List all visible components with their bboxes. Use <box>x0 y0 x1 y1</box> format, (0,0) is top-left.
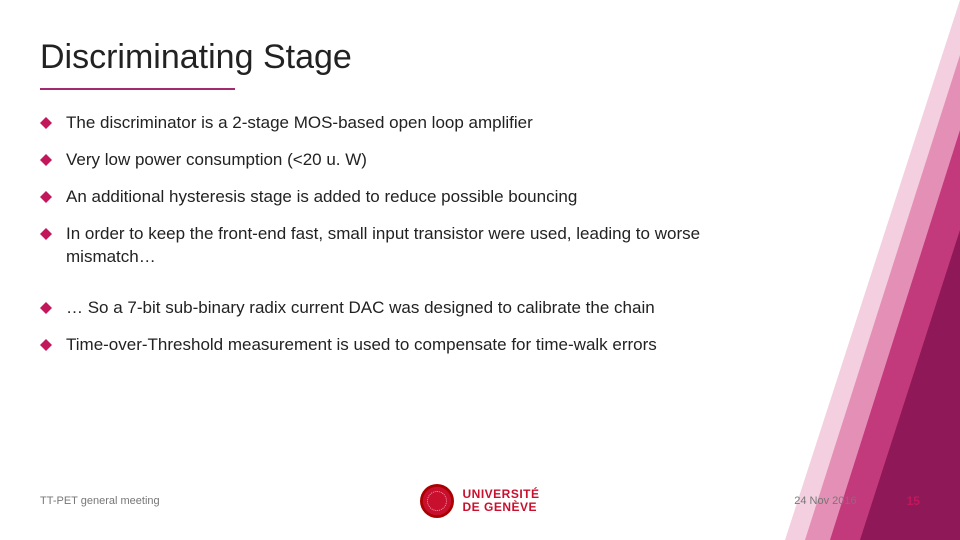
diamond-bullet-icon <box>40 154 52 166</box>
bullet-text: Very low power consumption (<20 u. W) <box>66 149 367 172</box>
title-underline <box>40 88 235 90</box>
bullet-item: … So a 7-bit sub-binary radix current DA… <box>40 297 740 320</box>
footer: TT-PET general meeting UNIVERSITÉ DE GEN… <box>40 484 920 518</box>
footer-date: 24 Nov 2016 <box>794 495 856 507</box>
university-name: UNIVERSITÉ DE GENÈVE <box>462 488 539 515</box>
footer-right: 24 Nov 2016 15 <box>627 494 920 508</box>
university-name-line2: DE GENÈVE <box>462 500 539 514</box>
bullet-item: Time-over-Threshold measurement is used … <box>40 334 740 357</box>
slide-number: 15 <box>907 494 920 508</box>
diamond-bullet-icon <box>40 191 52 203</box>
university-name-line1: UNIVERSITÉ <box>462 488 539 501</box>
footer-center-logo: UNIVERSITÉ DE GENÈVE <box>333 484 626 518</box>
diamond-bullet-icon <box>40 117 52 129</box>
bullet-text: The discriminator is a 2-stage MOS-based… <box>66 112 533 135</box>
bullet-text: … So a 7-bit sub-binary radix current DA… <box>66 297 655 320</box>
bullet-text: Time-over-Threshold measurement is used … <box>66 334 657 357</box>
bullet-list: The discriminator is a 2-stage MOS-based… <box>40 112 740 371</box>
bullet-item: In order to keep the front-end fast, sma… <box>40 223 740 269</box>
bullet-text: An additional hysteresis stage is added … <box>66 186 577 209</box>
slide: Discriminating Stage The discriminator i… <box>0 0 960 540</box>
bullet-item: An additional hysteresis stage is added … <box>40 186 740 209</box>
university-seal-icon <box>420 484 454 518</box>
diamond-bullet-icon <box>40 302 52 314</box>
bullet-text: In order to keep the front-end fast, sma… <box>66 223 740 269</box>
diamond-bullet-icon <box>40 228 52 240</box>
bullet-item: Very low power consumption (<20 u. W) <box>40 149 740 172</box>
bullet-item: The discriminator is a 2-stage MOS-based… <box>40 112 740 135</box>
footer-left-text: TT-PET general meeting <box>40 495 333 507</box>
slide-title: Discriminating Stage <box>40 38 352 77</box>
diamond-bullet-icon <box>40 339 52 351</box>
